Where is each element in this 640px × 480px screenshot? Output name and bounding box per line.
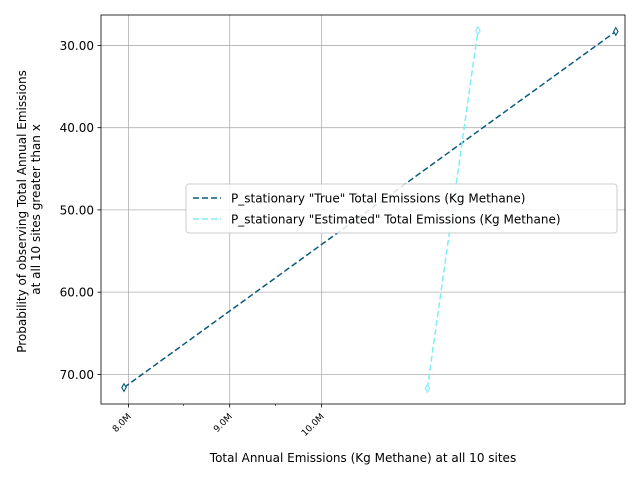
y-axis: 30.00 40.00 50.00 60.00 70.00: [60, 39, 101, 382]
legend-label: P_stationary "True" Total Emissions (Kg …: [231, 192, 525, 206]
x-axis: 8.0M 9.0M 10.0M: [111, 404, 327, 439]
legend-box: [185, 183, 618, 234]
series-1: [121, 26, 619, 393]
legend: P_stationary "True" Total Emissions (Kg …: [185, 183, 618, 234]
y-tick-label: 30.00: [60, 39, 94, 53]
y-axis-label-line-2: at all 10 sites greater than x: [29, 124, 43, 295]
legend-entry-2: P_stationary "Estimated" Total Emissions…: [193, 213, 561, 227]
x-axis-label: Total Annual Emissions (Kg Methane) at a…: [209, 451, 516, 465]
y-axis-label-line-1: Probability of observing Total Annual Em…: [15, 70, 29, 353]
y-tick-label: 70.00: [60, 368, 94, 382]
x-tick-label: 10.0M: [300, 412, 327, 439]
series-1-line: [123, 30, 617, 389]
plot-frame: [100, 14, 626, 405]
x-tick-label: 8.0M: [111, 412, 134, 435]
y-tick-label: 60.00: [60, 286, 94, 300]
series-1-point: [121, 382, 127, 393]
legend-entry-1: P_stationary "True" Total Emissions (Kg …: [193, 192, 525, 206]
legend-label: P_stationary "Estimated" Total Emissions…: [231, 213, 561, 227]
series-2-point: [475, 25, 481, 36]
y-axis-label: Probability of observing Total Annual Em…: [15, 66, 43, 352]
series-1-point: [612, 26, 619, 37]
y-tick-label: 40.00: [60, 121, 94, 135]
x-tick-label: 9.0M: [212, 412, 235, 435]
y-tick-label: 50.00: [60, 203, 94, 217]
series-2-point: [424, 383, 431, 394]
